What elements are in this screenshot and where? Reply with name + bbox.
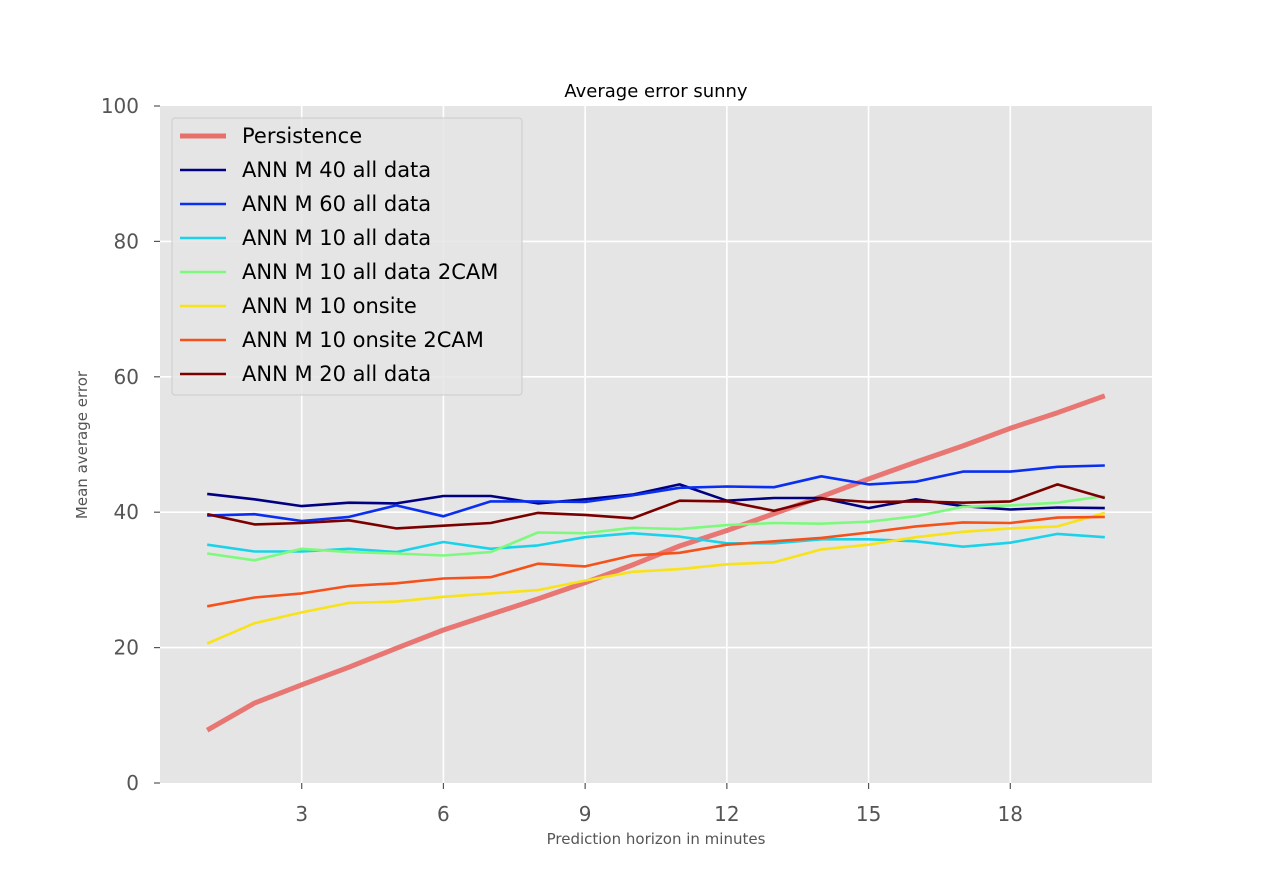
y-tick-label: 80 [114,229,139,253]
y-tick-label: 40 [114,500,139,524]
y-tick-label: 100 [101,94,139,118]
x-tick-label: 6 [437,802,450,826]
x-axis-label: Prediction horizon in minutes [547,830,766,848]
legend-entry: ANN M 10 all data [242,226,431,250]
x-tick-label: 18 [998,802,1023,826]
y-tick-label: 20 [114,636,139,660]
series-line-ann-m-10-all-data [207,531,1105,554]
legend: Persistence ANN M 40 all data ANN M 60 all… [171,117,523,396]
series-line-persistence [205,393,1106,733]
legend-entry: ANN M 10 onsite 2CAM [242,328,484,352]
legend-entry: ANN M 10 onsite [242,294,417,318]
series-line-ann-m-20-all-data [206,483,1106,530]
series-lines [205,393,1106,733]
chart-title: Average error sunny [564,81,748,102]
axis-ticks: 3 6 9 12 15 18 0 20 40 60 80 100 [101,94,1023,826]
series-line-ann-m-60-all-data [207,464,1105,523]
x-tick-label: 15 [856,802,881,826]
y-axis-label: Mean average error [73,370,91,519]
y-tick-label: 0 [126,771,139,795]
legend-entry: Persistence [242,124,362,148]
series-line-ann-m-10-onsite-2cam [206,515,1105,608]
legend-entry: ANN M 60 all data [242,192,431,216]
legend-box [171,117,523,396]
x-tick-label: 9 [579,802,592,826]
x-tick-label: 3 [295,802,308,826]
legend-entry: ANN M 20 all data [242,362,431,386]
series-line-ann-m-10-all-data-2cam [207,494,1105,562]
legend-entry: ANN M 40 all data [242,158,431,182]
series-line-ann-m-40-all-data [207,483,1105,511]
x-tick-label: 12 [714,802,739,826]
legend-entry: ANN M 10 all data 2CAM [242,260,498,284]
series-line-ann-m-10-onsite [206,511,1106,645]
y-tick-label: 60 [114,365,139,389]
